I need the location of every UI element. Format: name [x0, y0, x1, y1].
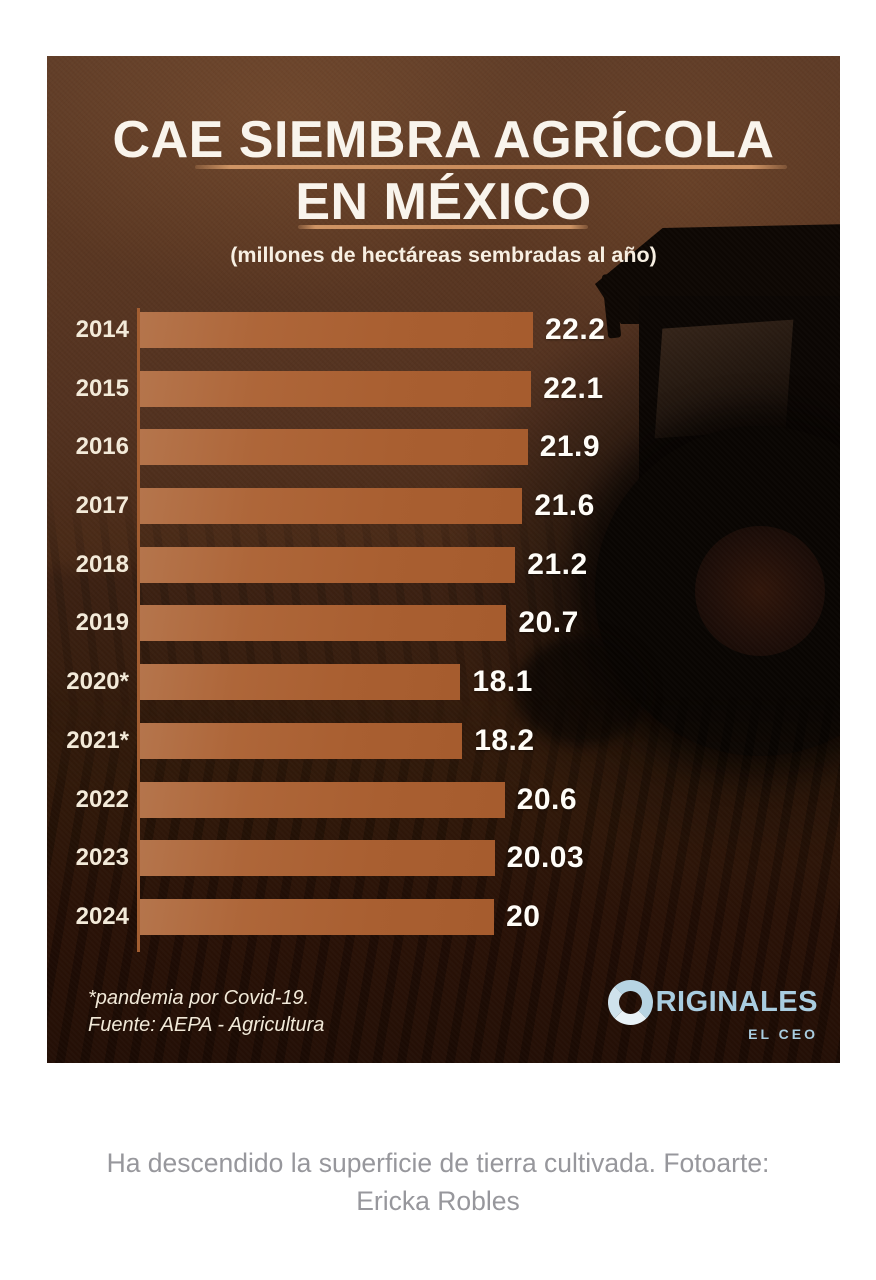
caption-line2: Ericka Robles [356, 1186, 520, 1217]
bar-row-2015: 2015 22.1 [47, 370, 840, 407]
year-label: 2017 [75, 492, 129, 520]
bar [140, 312, 533, 348]
bar-row-2021: 2021* 18.2 [47, 722, 840, 759]
value-label: 20.6 [516, 782, 578, 816]
bar-track [140, 605, 507, 642]
tractor-front-wheel [517, 636, 647, 746]
year-label: 2021* [66, 726, 129, 754]
footnote-block: *pandemia por Covid-19. Fuente: AEPA - A… [88, 985, 324, 1039]
value-label: 18.2 [474, 723, 535, 757]
bar-row-2019: 2019 20.7 [47, 605, 840, 642]
year-label: 2015 [75, 374, 129, 402]
bar [140, 605, 507, 642]
year-label: 2024 [75, 902, 129, 930]
bar-row-2022: 2022 20.6 [47, 781, 840, 818]
tractor-wheel-hub [695, 526, 825, 656]
bar-track [140, 312, 533, 348]
value-label: 20 [506, 899, 541, 933]
bar-track [140, 898, 495, 935]
bar [140, 370, 532, 407]
logo-text: RIGINALES [655, 986, 818, 1018]
value-label: 18.1 [472, 665, 533, 699]
year-label: 2014 [75, 316, 129, 343]
bar-track [140, 488, 523, 525]
value-label: 21.2 [527, 547, 588, 581]
bar-row-2017: 2017 21.6 [47, 488, 840, 525]
title-underline-2 [298, 225, 588, 229]
bar [140, 898, 495, 935]
value-label: 22.1 [543, 371, 604, 405]
bar-track [140, 429, 528, 466]
bar [140, 429, 528, 466]
bar [140, 664, 461, 701]
bar-track [140, 664, 461, 701]
logo-wordmark: RIGINALES [607, 980, 818, 1025]
bar [140, 840, 495, 877]
year-label: 2023 [75, 844, 129, 872]
bar-row-2020: 2020* 18.1 [47, 664, 840, 701]
bar-track [140, 722, 463, 759]
year-label: 2018 [75, 550, 129, 578]
source-credit: Fuente: AEPA - Agricultura [88, 1014, 325, 1036]
bar [140, 546, 516, 583]
title-underline-1 [195, 165, 787, 169]
year-label: 2020* [66, 668, 129, 696]
value-label: 20.7 [518, 606, 579, 640]
poster-content: CAE SIEMBRA AGRÍCOLA EN MÉXICO (millones… [47, 56, 840, 1063]
bar-row-2024: 2024 20 [47, 898, 840, 935]
value-label: 22.2 [545, 313, 606, 346]
bar [140, 488, 523, 525]
year-label: 2019 [75, 609, 129, 637]
infographic-poster: CAE SIEMBRA AGRÍCOLA EN MÉXICO (millones… [47, 56, 840, 1063]
bar [140, 722, 463, 759]
originales-el-ceo-logo: RIGINALES EL CEO [607, 980, 818, 1042]
bar-row-2016: 2016 21.9 [47, 429, 840, 466]
value-label: 21.9 [539, 430, 601, 464]
chart-units-subtitle: (millones de hectáreas sembradas al año) [230, 243, 657, 267]
bar-track [140, 840, 495, 877]
bar-track [140, 546, 516, 583]
poster-title-line1: CAE SIEMBRA AGRÍCOLA [112, 111, 775, 169]
bar-row-2014: 2014 22.2 [47, 312, 840, 348]
year-label: 2022 [75, 785, 129, 813]
logo-tagline: EL CEO [748, 1026, 818, 1042]
year-label: 2016 [75, 433, 129, 461]
bar-row-2018: 2018 21.2 [47, 546, 840, 583]
caption-line1: Ha descendido la superficie de tierra cu… [106, 1148, 770, 1178]
originales-o-ring-icon [607, 980, 653, 1025]
bar-chart: 2014 22.2 2015 22.1 2016 21.9 2017 21.6 2018 21.2… [47, 308, 840, 952]
bar [140, 781, 505, 818]
image-caption: Ha descendido la superficie de tierra cu… [40, 1144, 836, 1221]
chart-axis-line [137, 308, 140, 952]
bar-row-2023: 2023 20.03 [47, 840, 840, 877]
covid-footnote: *pandemia por Covid-19. [88, 987, 310, 1009]
bar-track [140, 781, 505, 818]
value-label: 20.03 [506, 841, 585, 875]
poster-title-line2: EN MÉXICO [295, 173, 592, 231]
bar-track [140, 370, 532, 407]
value-label: 21.6 [534, 489, 595, 523]
